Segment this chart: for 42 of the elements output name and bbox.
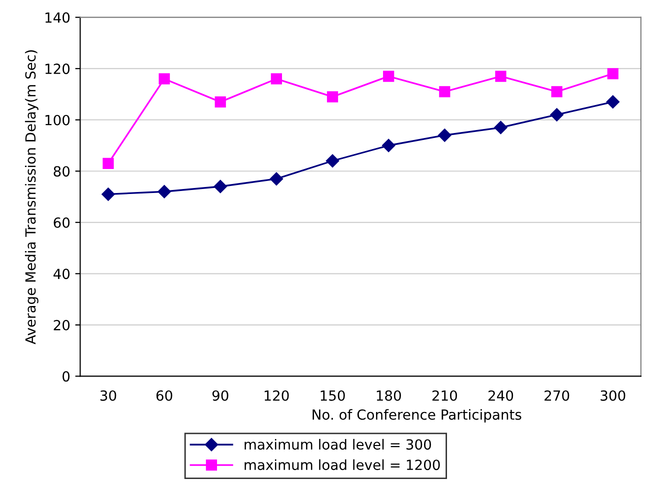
y-tick-label: 0 (62, 371, 70, 382)
point (495, 70, 506, 82)
y-tick-label: 140 (45, 12, 70, 23)
point (383, 70, 394, 82)
x-tick-label: 30 (100, 390, 116, 401)
point (158, 73, 170, 84)
x-tick-label: 270 (544, 390, 570, 401)
y-tick-label: 40 (53, 268, 70, 280)
x-tick-label: 300 (600, 390, 626, 401)
point (326, 154, 340, 168)
point (270, 172, 284, 186)
x-tick-label: 180 (376, 390, 401, 401)
point (214, 96, 226, 108)
point (270, 73, 282, 84)
point (214, 180, 227, 194)
x-tick-label: 150 (320, 390, 345, 401)
point (102, 188, 115, 201)
point (551, 86, 562, 98)
point (494, 120, 508, 134)
point (382, 138, 396, 152)
y-axis-title: Average Media Transmission Delay(m Sec) (24, 50, 38, 344)
point (158, 185, 171, 198)
point (550, 108, 564, 122)
point (438, 128, 452, 142)
x-tick-label: 210 (432, 390, 457, 401)
x-axis-title: No. of Conference Participants (312, 409, 522, 423)
x-tick-label: 240 (488, 390, 514, 401)
y-tick-label: 60 (54, 217, 70, 228)
y-tick-label: 100 (45, 114, 70, 126)
point (439, 86, 450, 98)
point (606, 95, 620, 109)
x-tick-label: 90 (212, 390, 228, 401)
point (326, 91, 338, 102)
x-tick-label: 120 (264, 390, 289, 401)
y-tick-label: 20 (54, 320, 70, 330)
y-tick-label: 80 (54, 166, 70, 177)
point (607, 68, 618, 80)
point (102, 158, 114, 169)
x-tick-label: 60 (156, 390, 172, 401)
legend-label: maximum load level = 300 (244, 438, 431, 450)
y-tick-label: 120 (45, 64, 70, 74)
legend-label: maximum load level = 1200 (244, 459, 440, 470)
